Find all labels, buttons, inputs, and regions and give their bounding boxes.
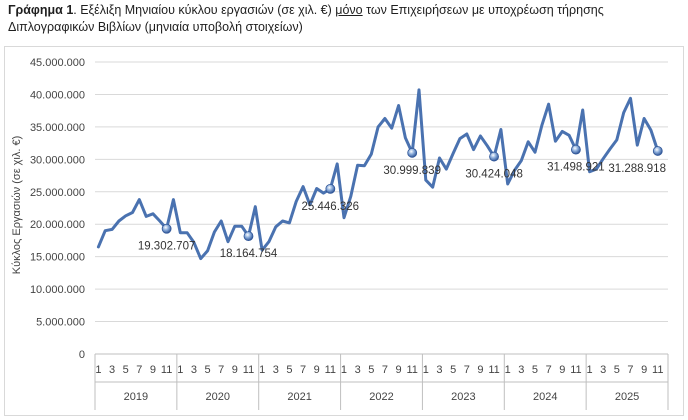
x-tick-label: 1 bbox=[259, 364, 265, 376]
data-label: 31.288.918 bbox=[608, 163, 666, 175]
y-tick-label: 20.000.000 bbox=[30, 219, 85, 231]
x-tick-label: 1 bbox=[95, 364, 101, 376]
x-tick-label: 5 bbox=[532, 364, 538, 376]
x-tick-label: 9 bbox=[559, 364, 565, 376]
year-label: 2020 bbox=[206, 391, 230, 403]
x-tick-label: 1 bbox=[341, 364, 347, 376]
caption-emphasis: μόνο bbox=[335, 3, 363, 17]
y-tick-label: 25.000.000 bbox=[30, 187, 85, 199]
x-tick-label: 11 bbox=[243, 364, 254, 376]
x-tick-label: 11 bbox=[652, 364, 663, 376]
data-marker bbox=[243, 231, 254, 242]
y-tick-label: 0 bbox=[79, 349, 85, 361]
x-tick-label: 3 bbox=[355, 364, 361, 376]
caption-text-part2: των Επιχειρήσεων με υποχρέωση τήρησης Δι… bbox=[8, 3, 604, 34]
x-tick-label: 5 bbox=[368, 364, 374, 376]
data-label: 18.164.754 bbox=[220, 248, 278, 260]
x-tick-label: 7 bbox=[546, 364, 552, 376]
x-tick-label: 9 bbox=[314, 364, 320, 376]
x-tick-label: 5 bbox=[204, 364, 210, 376]
x-tick-label: 11 bbox=[406, 364, 417, 376]
x-tick-label: 5 bbox=[450, 364, 456, 376]
x-tick-label: 5 bbox=[614, 364, 620, 376]
x-tick-label: 3 bbox=[436, 364, 442, 376]
x-tick-label: 7 bbox=[136, 364, 142, 376]
y-tick-label: 10.000.000 bbox=[30, 284, 85, 296]
data-marker bbox=[571, 144, 581, 155]
data-marker bbox=[325, 183, 336, 194]
year-label: 2022 bbox=[369, 391, 393, 403]
year-label: 2024 bbox=[533, 391, 557, 403]
x-tick-label: 1 bbox=[423, 364, 429, 376]
x-tick-label: 3 bbox=[273, 364, 279, 376]
y-tick-label: 40.000.000 bbox=[30, 89, 85, 101]
chart-frame bbox=[4, 46, 684, 416]
data-label: 31.498.921 bbox=[547, 162, 605, 174]
year-label: 2021 bbox=[287, 391, 311, 403]
x-tick-label: 11 bbox=[325, 364, 336, 376]
data-marker bbox=[407, 147, 418, 158]
x-tick-label: 1 bbox=[586, 364, 592, 376]
y-axis-label: Κύκλος Εργασιών (σε χιλ. €) bbox=[11, 136, 23, 275]
x-tick-label: 9 bbox=[395, 364, 401, 376]
x-tick-label: 3 bbox=[109, 364, 115, 376]
x-tick-label: 7 bbox=[464, 364, 470, 376]
x-tick-label: 9 bbox=[232, 364, 238, 376]
x-tick-label: 11 bbox=[161, 364, 172, 376]
caption-text-part1: . Εξέλιξη Μηνιαίου κύκλου εργασιών (σε χ… bbox=[73, 3, 336, 17]
x-tick-label: 1 bbox=[177, 364, 183, 376]
x-tick-label: 5 bbox=[286, 364, 292, 376]
caption-label: Γράφημα 1 bbox=[8, 3, 74, 17]
x-tick-label: 5 bbox=[123, 364, 129, 376]
year-label: 2023 bbox=[451, 391, 475, 403]
data-marker bbox=[652, 146, 663, 156]
x-tick-label: 11 bbox=[488, 364, 499, 376]
data-label: 30.424.048 bbox=[465, 169, 523, 181]
x-tick-label: 7 bbox=[382, 364, 388, 376]
x-tick-label: 3 bbox=[191, 364, 197, 376]
x-tick-label: 1 bbox=[505, 364, 511, 376]
year-label: 2019 bbox=[124, 391, 148, 403]
x-tick-label: 7 bbox=[627, 364, 633, 376]
y-tick-label: 30.000.000 bbox=[30, 154, 85, 166]
year-label: 2025 bbox=[615, 391, 639, 403]
y-tick-label: 45.000.000 bbox=[30, 57, 85, 69]
y-tick-label: 5.000.000 bbox=[36, 317, 85, 329]
x-tick-label: 7 bbox=[300, 364, 306, 376]
data-label: 19.302.707 bbox=[138, 241, 196, 253]
x-tick-label: 3 bbox=[600, 364, 606, 376]
x-tick-label: 9 bbox=[641, 364, 647, 376]
series-line bbox=[96, 88, 660, 261]
data-label: 25.446.326 bbox=[302, 201, 360, 213]
chart-caption: Γράφημα 1. Εξέλιξη Μηνιαίου κύκλου εργασ… bbox=[8, 2, 684, 36]
data-marker bbox=[489, 151, 499, 162]
x-tick-label: 9 bbox=[150, 364, 156, 376]
x-tick-label: 9 bbox=[477, 364, 483, 376]
x-tick-label: 7 bbox=[218, 364, 224, 376]
x-tick-label: 3 bbox=[518, 364, 524, 376]
data-marker bbox=[161, 223, 172, 234]
data-label: 30.999.839 bbox=[383, 165, 441, 177]
x-tick-label: 11 bbox=[570, 364, 581, 376]
y-tick-label: 35.000.000 bbox=[30, 122, 85, 134]
y-tick-label: 15.000.000 bbox=[30, 252, 85, 264]
